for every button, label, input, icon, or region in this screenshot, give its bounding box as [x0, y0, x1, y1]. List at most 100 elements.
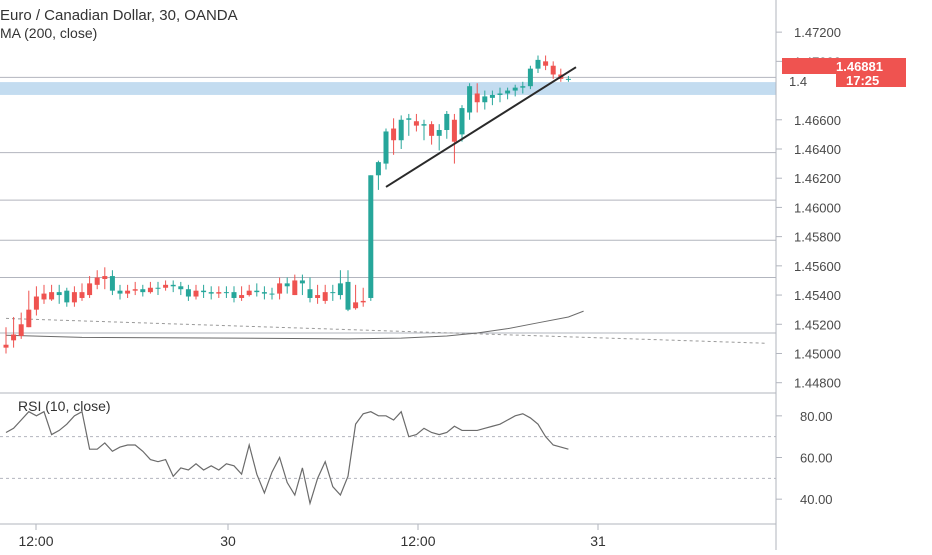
last-price-tag-label: 1.46881: [836, 59, 883, 74]
candle-body: [33, 296, 39, 310]
candle-body: [170, 284, 176, 287]
candle-body: [543, 61, 549, 66]
price-tick-label: 1.45400: [794, 288, 841, 303]
resistance-zone: [0, 82, 776, 95]
candle-body: [26, 309, 32, 328]
price-tick-label: 1.45000: [794, 346, 841, 361]
candle-body: [421, 124, 427, 126]
partial-price-label: 1.4: [789, 74, 807, 89]
candle-body: [147, 287, 153, 293]
time-tick-label: 30: [220, 533, 236, 549]
last-price-tag: [782, 58, 906, 74]
rsi-tick-label: 80.00: [800, 409, 833, 424]
candle-body: [482, 96, 488, 103]
candle-body: [56, 292, 62, 296]
price-tick-label: 1.46000: [794, 200, 841, 215]
candle-body: [41, 293, 47, 300]
rsi-indicator-label: RSI (10, close): [18, 398, 111, 414]
price-tick-label: 1.46200: [794, 171, 841, 186]
candle-body: [261, 292, 267, 294]
candle-body: [322, 292, 328, 301]
dashed-trendline: [5, 317, 767, 344]
candle-body: [109, 276, 115, 291]
candle-body: [391, 128, 397, 141]
ma-200-line: [5, 310, 584, 340]
time-tick-label: 12:00: [400, 533, 435, 549]
candle-body: [231, 292, 237, 298]
candle-body: [201, 290, 207, 293]
time-tick-label: 12:00: [18, 533, 53, 549]
candle-body: [436, 130, 442, 136]
candle-body: [163, 284, 169, 288]
candle-body: [246, 290, 252, 296]
candle-body: [223, 292, 229, 294]
rsi-tick-label: 40.00: [800, 492, 833, 507]
candle-body: [178, 286, 184, 290]
candle-body: [299, 280, 305, 284]
candle-body: [216, 292, 222, 294]
candle-body: [125, 290, 131, 294]
candle-body: [406, 118, 412, 120]
candle-body: [489, 94, 495, 98]
price-tick-label: 1.45800: [794, 230, 841, 245]
candle-body: [360, 300, 366, 303]
candle-body: [11, 334, 17, 341]
candle-body: [467, 86, 473, 113]
candle-body: [330, 292, 336, 294]
ma-indicator-label: MA (200, close): [0, 25, 97, 41]
candle-body: [550, 65, 556, 75]
candle-body: [71, 292, 77, 303]
time-tick-label: 31: [590, 533, 606, 549]
candle-body: [474, 93, 480, 103]
candle-body: [140, 289, 146, 293]
candle-body: [451, 119, 457, 142]
candle-body: [307, 289, 313, 298]
chart-title: Euro / Canadian Dollar, 30, OANDA: [0, 7, 238, 24]
candle-body: [383, 131, 389, 164]
drawn-trendline[interactable]: [385, 66, 577, 188]
countdown-tag: [836, 73, 906, 87]
candle-body: [117, 290, 123, 294]
rsi-tick-label: 60.00: [800, 451, 833, 466]
candle-body: [49, 292, 55, 300]
candle-body: [18, 324, 24, 336]
candle-body: [155, 287, 161, 289]
candle-body: [527, 68, 533, 87]
candle-body: [239, 295, 245, 298]
candle-body: [429, 124, 435, 136]
candle-body: [505, 90, 511, 94]
countdown-tag-label: 17:25: [846, 73, 879, 88]
candle-body: [353, 302, 359, 309]
candle-body: [79, 292, 85, 298]
candle-body: [132, 289, 138, 291]
price-tick-label: 1.44800: [794, 376, 841, 391]
candle-body: [512, 87, 518, 91]
candle-body: [87, 283, 93, 296]
candle-body: [3, 344, 9, 348]
candle-body: [284, 283, 290, 287]
candle-body: [315, 295, 321, 298]
candle-body: [368, 175, 374, 298]
candle-body: [292, 280, 298, 296]
candle-body: [375, 162, 381, 176]
candle-body: [269, 293, 275, 295]
candle-body: [497, 93, 503, 95]
candle-body: [185, 289, 191, 297]
price-tick-label: 1.45600: [794, 259, 841, 274]
price-tick-label: 1.46400: [794, 142, 841, 157]
candle-body: [254, 290, 260, 293]
price-tick-label: 1.47200: [794, 25, 841, 40]
candle-body: [444, 113, 450, 130]
candle-body: [459, 108, 465, 135]
candle-body: [102, 276, 108, 279]
candle-body: [398, 119, 404, 141]
candle-body: [277, 283, 283, 294]
price-tick-label: 1.45200: [794, 317, 841, 332]
candle-body: [520, 86, 526, 88]
price-tick-label: 1.46600: [794, 113, 841, 128]
candle-body: [208, 292, 214, 294]
candle-body: [94, 277, 100, 285]
rsi-line: [5, 410, 569, 506]
